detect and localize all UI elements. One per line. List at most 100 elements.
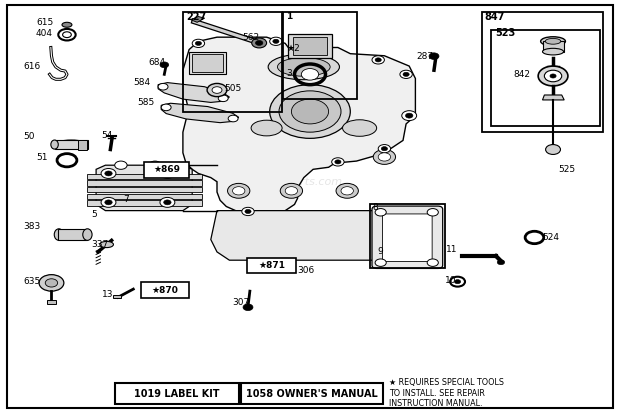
Circle shape: [228, 183, 250, 198]
Bar: [58, 229, 87, 240]
Circle shape: [160, 62, 169, 68]
Polygon shape: [191, 17, 205, 22]
Circle shape: [454, 280, 461, 284]
Ellipse shape: [100, 241, 113, 247]
Bar: [87, 187, 202, 192]
Text: 227: 227: [186, 12, 206, 21]
Bar: [370, 204, 445, 268]
Text: 524: 524: [542, 233, 559, 242]
Circle shape: [160, 169, 175, 178]
Text: 9: 9: [377, 247, 383, 256]
Text: 307: 307: [232, 298, 250, 307]
Circle shape: [232, 187, 245, 195]
FancyBboxPatch shape: [372, 206, 443, 268]
Circle shape: [497, 260, 505, 265]
Ellipse shape: [278, 57, 330, 76]
Text: 585: 585: [138, 98, 155, 107]
Circle shape: [427, 209, 438, 216]
Ellipse shape: [251, 120, 282, 136]
Text: 1058 OWNER'S MANUAL: 1058 OWNER'S MANUAL: [246, 389, 378, 399]
Circle shape: [164, 200, 171, 205]
Text: 847: 847: [485, 12, 505, 21]
Circle shape: [285, 187, 298, 195]
Text: 842: 842: [513, 70, 530, 79]
Text: 54: 54: [101, 131, 112, 140]
Text: 5: 5: [92, 210, 97, 219]
Circle shape: [381, 147, 388, 151]
Circle shape: [335, 160, 341, 164]
Circle shape: [115, 161, 127, 169]
Bar: [115, 383, 239, 404]
Circle shape: [375, 209, 386, 216]
Circle shape: [546, 145, 560, 154]
Circle shape: [279, 91, 341, 132]
Circle shape: [101, 197, 116, 207]
Circle shape: [427, 259, 438, 266]
Ellipse shape: [55, 140, 88, 149]
Bar: [87, 200, 202, 206]
Circle shape: [228, 115, 238, 122]
Circle shape: [273, 39, 279, 43]
Ellipse shape: [268, 54, 340, 80]
Circle shape: [149, 161, 161, 169]
Bar: [55, 140, 88, 149]
Text: 616: 616: [24, 62, 41, 71]
Ellipse shape: [546, 38, 560, 44]
Circle shape: [400, 70, 412, 78]
Circle shape: [39, 275, 64, 291]
Ellipse shape: [55, 229, 63, 240]
Circle shape: [375, 259, 386, 266]
Circle shape: [101, 169, 116, 178]
Circle shape: [378, 145, 391, 153]
Text: ★ REQUIRES SPECIAL TOOLS
TO INSTALL. SEE REPAIR
INSTRUCTION MANUAL.: ★ REQUIRES SPECIAL TOOLS TO INSTALL. SEE…: [389, 378, 504, 408]
Polygon shape: [211, 211, 391, 260]
Circle shape: [242, 207, 254, 216]
Ellipse shape: [51, 140, 58, 149]
Text: 635: 635: [24, 277, 41, 286]
Circle shape: [245, 209, 251, 214]
Circle shape: [402, 111, 417, 121]
Text: 505: 505: [224, 84, 242, 93]
Text: 306: 306: [298, 266, 315, 275]
Circle shape: [544, 70, 562, 82]
Bar: [46, 300, 56, 304]
Circle shape: [218, 95, 228, 102]
Bar: [247, 258, 296, 273]
Circle shape: [105, 171, 112, 176]
FancyBboxPatch shape: [383, 214, 432, 261]
Text: 51: 51: [36, 153, 48, 162]
Text: 523: 523: [495, 28, 515, 38]
Circle shape: [373, 150, 396, 164]
Circle shape: [45, 279, 58, 287]
Bar: [241, 383, 383, 404]
Text: 13: 13: [102, 290, 114, 299]
Circle shape: [255, 40, 263, 45]
Circle shape: [291, 99, 329, 124]
Bar: [189, 52, 226, 74]
Bar: [87, 180, 202, 186]
Text: 337: 337: [92, 240, 109, 249]
Bar: [87, 194, 202, 199]
Circle shape: [538, 66, 568, 86]
Bar: [183, 12, 282, 112]
Text: 525: 525: [558, 165, 575, 174]
Circle shape: [164, 171, 171, 176]
Text: 404: 404: [36, 28, 53, 38]
Bar: [283, 12, 356, 99]
Circle shape: [160, 197, 175, 207]
Text: onlinemowerparts.com: onlinemowerparts.com: [215, 177, 343, 187]
Text: 684: 684: [149, 58, 166, 67]
Bar: [491, 30, 600, 126]
Circle shape: [192, 39, 205, 47]
Text: ★871: ★871: [258, 261, 285, 270]
Text: ★2: ★2: [286, 44, 300, 53]
Text: ★870: ★870: [152, 286, 179, 295]
Ellipse shape: [541, 37, 565, 46]
Bar: [293, 37, 327, 55]
Text: ★869: ★869: [153, 165, 180, 174]
Circle shape: [158, 83, 168, 90]
Circle shape: [105, 200, 112, 205]
Text: 1: 1: [286, 12, 293, 21]
Bar: [87, 174, 202, 179]
Circle shape: [212, 87, 222, 93]
